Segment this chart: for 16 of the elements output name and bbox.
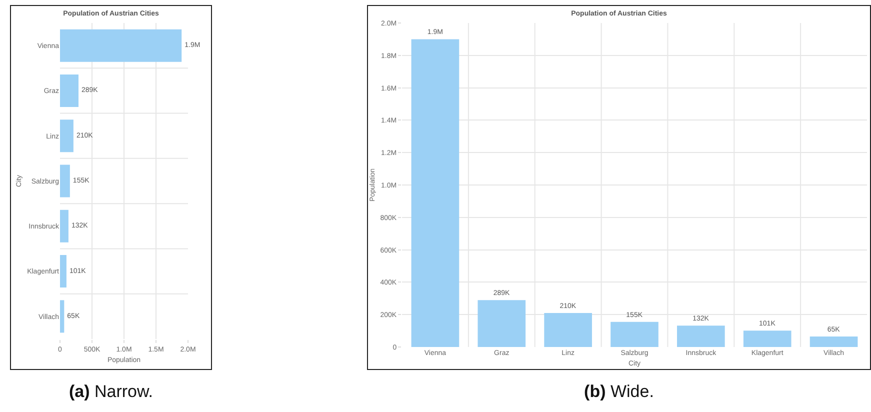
bar	[411, 39, 460, 347]
bar	[478, 300, 526, 347]
bar	[60, 210, 68, 242]
bar	[60, 164, 70, 198]
text: (a) Narrow.	[68, 382, 154, 401]
bar	[60, 74, 78, 107]
bar	[810, 336, 858, 347]
text: (b) Wide.	[584, 382, 654, 401]
bar	[60, 300, 64, 333]
bar	[60, 120, 74, 152]
bar	[610, 322, 658, 347]
bar	[544, 312, 592, 347]
bar	[677, 326, 725, 347]
bar	[743, 330, 792, 347]
bar	[60, 255, 66, 288]
bar	[60, 29, 182, 62]
